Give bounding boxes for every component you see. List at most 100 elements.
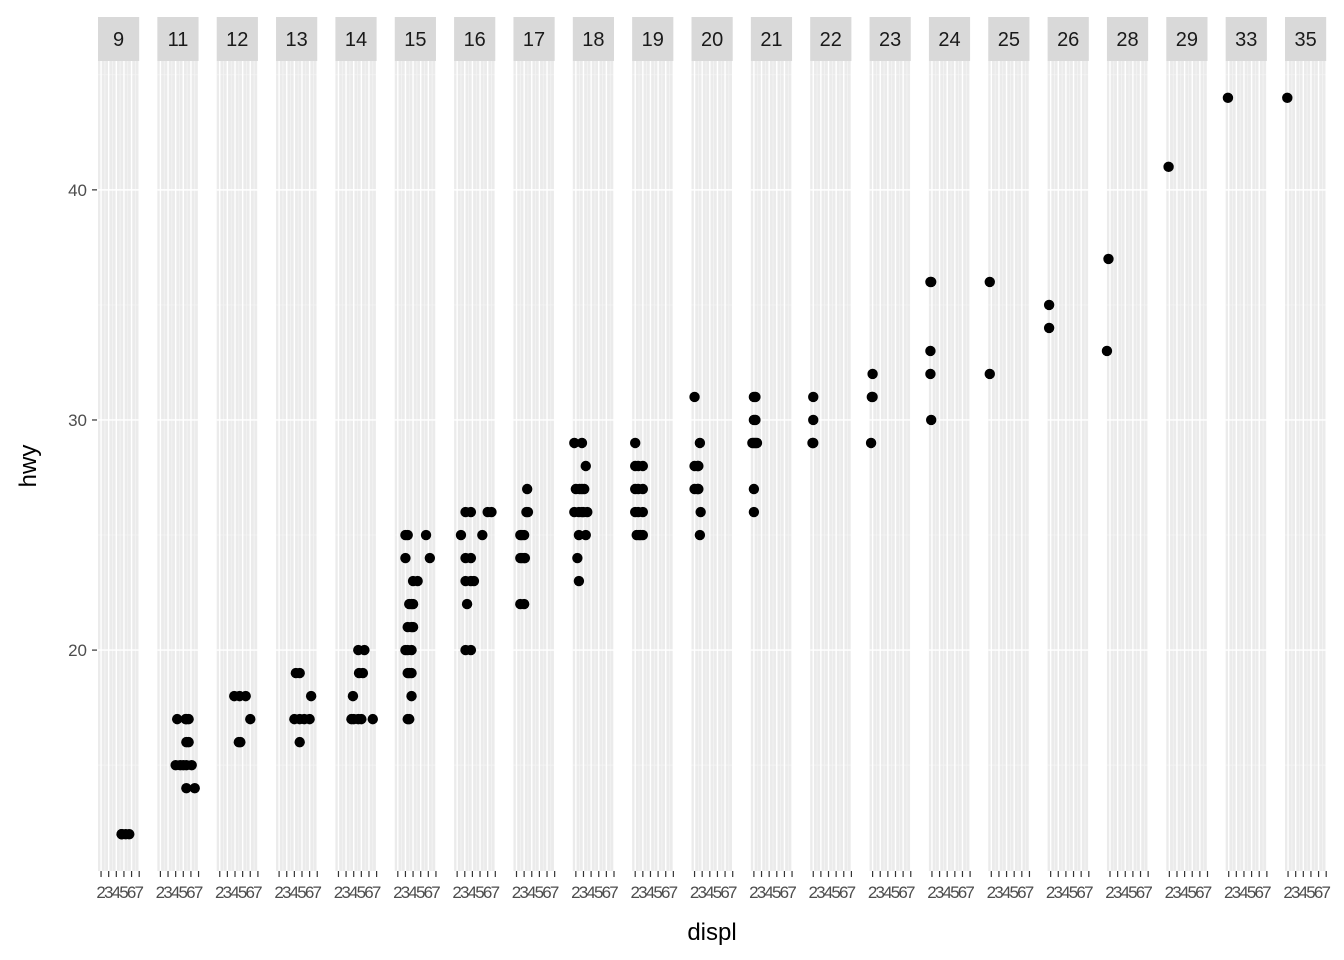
x-tick-label: 7 xyxy=(491,883,500,902)
x-tick-label: 2 xyxy=(1105,883,1114,902)
x-tick-label: 6 xyxy=(1136,883,1145,902)
data-point xyxy=(582,506,593,518)
x-tick-label: 2 xyxy=(274,883,283,902)
facet-strip-label: 17 xyxy=(523,29,545,51)
x-tick-label: 6 xyxy=(839,883,848,902)
y-axis-title: hwy xyxy=(15,445,42,488)
x-tick-label: 3 xyxy=(875,883,884,902)
facet-strip xyxy=(1225,17,1267,61)
x-tick-label: 4 xyxy=(764,883,773,902)
x-tick-label: 2 xyxy=(927,883,936,902)
panel-background xyxy=(1285,61,1327,871)
x-tick-label: 5 xyxy=(1009,883,1018,902)
facet-strip xyxy=(1285,17,1327,61)
facet-strip-label: 28 xyxy=(1116,29,1138,51)
data-point xyxy=(424,552,436,564)
data-point xyxy=(189,782,200,794)
facet-strip xyxy=(691,17,733,61)
facet-strip-label: 11 xyxy=(168,29,189,51)
x-tick-label: 6 xyxy=(958,883,967,902)
x-tick-label: 2 xyxy=(571,883,580,902)
data-point xyxy=(984,368,995,380)
x-tick-label: 3 xyxy=(282,883,291,902)
data-point xyxy=(455,529,467,541)
x-tick-label: 7 xyxy=(787,883,796,902)
data-point xyxy=(1101,345,1113,357)
x-tick-label: 6 xyxy=(186,883,195,902)
data-point xyxy=(245,713,256,725)
data-point xyxy=(486,506,497,518)
data-point xyxy=(420,529,432,541)
data-point xyxy=(465,506,477,518)
data-point xyxy=(984,276,995,288)
facet-strip xyxy=(98,17,140,61)
facet-strip xyxy=(632,17,674,61)
facet-strip-label: 35 xyxy=(1294,29,1316,51)
facet-strip-label: 22 xyxy=(820,29,842,51)
panel-background xyxy=(1166,61,1208,871)
data-point xyxy=(477,529,488,541)
x-tick-label: 3 xyxy=(935,883,944,902)
panel-background xyxy=(157,61,199,871)
x-tick-label: 4 xyxy=(1121,883,1130,902)
x-tick-label: 5 xyxy=(594,883,603,902)
x-tick-label: 5 xyxy=(831,883,840,902)
x-tick-label: 7 xyxy=(1321,883,1330,902)
x-tick-label: 3 xyxy=(163,883,172,902)
x-tick-label: 7 xyxy=(1025,883,1034,902)
x-tick-label: 2 xyxy=(1165,883,1174,902)
facet-strip-label: 14 xyxy=(345,29,367,51)
x-tick-label: 5 xyxy=(653,883,662,902)
x-tick-label: 2 xyxy=(156,883,165,902)
x-tick-label: 5 xyxy=(1247,883,1256,902)
x-tick-label: 4 xyxy=(586,883,595,902)
x-tick-label: 7 xyxy=(728,883,737,902)
panel-background xyxy=(750,61,793,871)
facet-strip xyxy=(1106,17,1149,61)
data-point xyxy=(925,345,936,357)
data-point xyxy=(808,437,819,449)
facet-strip-label: 25 xyxy=(998,29,1020,51)
data-point xyxy=(573,575,585,587)
x-tick-label: 7 xyxy=(1084,883,1093,902)
x-tick-label: 6 xyxy=(1314,883,1323,902)
y-tick-label: 40 xyxy=(68,181,87,200)
x-tick-label: 3 xyxy=(104,883,113,902)
x-tick-label: 3 xyxy=(460,883,469,902)
x-tick-label: 6 xyxy=(542,883,551,902)
data-point xyxy=(750,391,761,403)
x-tick-label: 2 xyxy=(393,883,402,902)
data-point xyxy=(356,713,367,725)
data-point xyxy=(233,736,245,748)
x-tick-label: 3 xyxy=(1172,883,1181,902)
facet-panels: 9234567112345671223456713234567142345671… xyxy=(96,17,1331,902)
data-point xyxy=(748,506,760,518)
x-tick-label: 6 xyxy=(305,883,314,902)
panel-background xyxy=(276,61,318,871)
data-point xyxy=(359,644,370,656)
x-tick-label: 6 xyxy=(720,883,729,902)
facet-strip xyxy=(572,17,614,61)
data-point xyxy=(465,644,477,656)
x-tick-label: 5 xyxy=(1306,883,1315,902)
data-point xyxy=(637,506,649,518)
panel-background xyxy=(572,61,614,871)
facet-strip-label: 19 xyxy=(642,29,664,51)
x-tick-label: 5 xyxy=(713,883,722,902)
x-tick-label: 7 xyxy=(906,883,915,902)
x-tick-label: 5 xyxy=(1128,883,1137,902)
x-tick-label: 2 xyxy=(1283,883,1292,902)
x-tick-label: 5 xyxy=(1188,883,1197,902)
data-point xyxy=(407,621,419,633)
data-point xyxy=(183,736,194,748)
data-point xyxy=(402,713,413,725)
x-tick-label: 4 xyxy=(1239,883,1248,902)
facet-strip-label: 15 xyxy=(404,29,426,51)
